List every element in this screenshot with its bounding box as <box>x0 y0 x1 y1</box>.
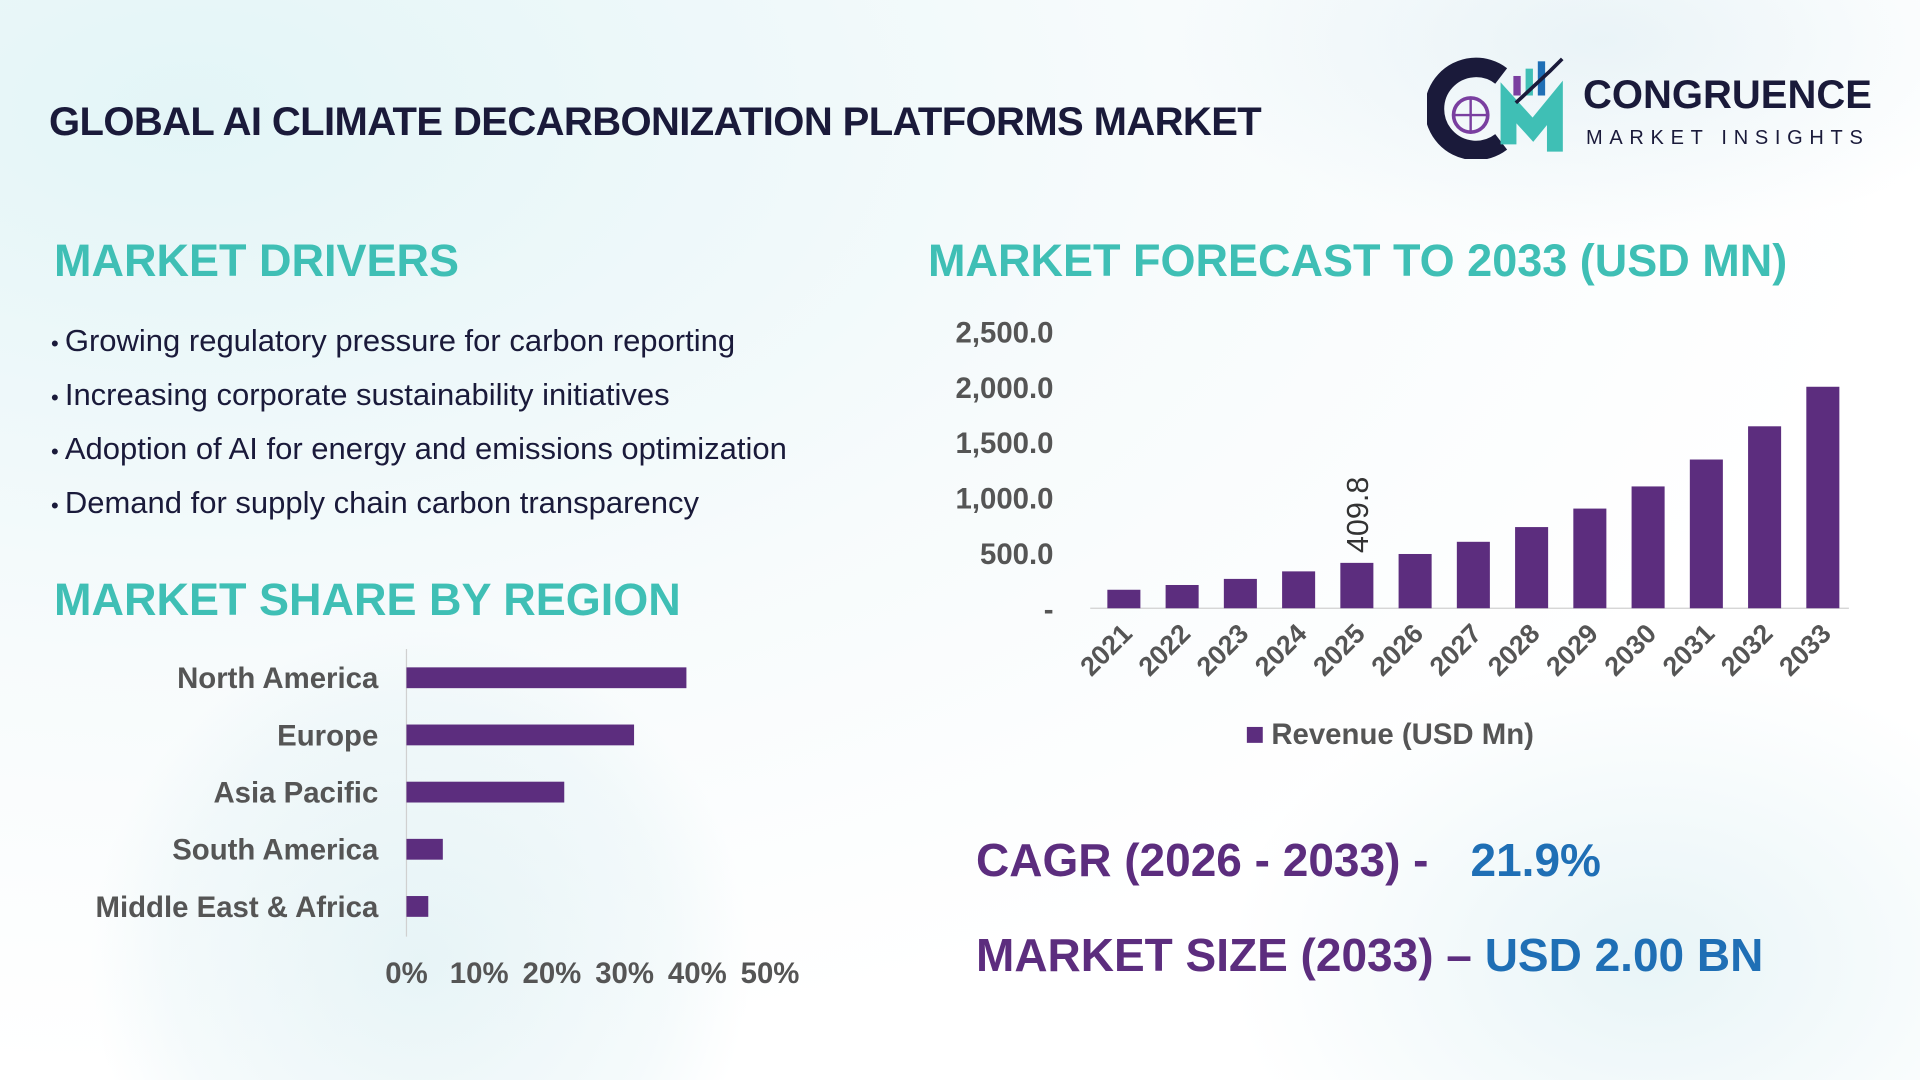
driver-item: Demand for supply chain carbon transpare… <box>51 485 787 539</box>
driver-item: Increasing corporate sustainability init… <box>51 377 787 431</box>
category-label: Asia Pacific <box>213 777 378 810</box>
category-label: North America <box>177 662 379 695</box>
bar <box>1282 571 1316 609</box>
bar <box>1107 589 1141 609</box>
tick-label: 30% <box>595 957 654 990</box>
tick-label: 2,000.0 <box>956 372 1054 405</box>
bar <box>1748 426 1782 609</box>
tick-label: - <box>1044 593 1054 626</box>
category-label: 2030 <box>1599 618 1663 682</box>
bar <box>406 896 429 917</box>
category-label: 2033 <box>1773 618 1837 682</box>
tick-label: 20% <box>523 957 582 990</box>
page-title: GLOBAL AI CLIMATE DECARBONIZATION PLATFO… <box>49 100 1262 144</box>
drivers-heading: MARKET DRIVERS <box>54 235 460 286</box>
bar <box>406 667 687 689</box>
tick-label: 1,000.0 <box>956 483 1054 516</box>
bar <box>406 724 635 746</box>
cagr-stat: CAGR (2026 - 2033) - 21.9% <box>976 833 1601 887</box>
company-logo <box>1427 57 1564 159</box>
category-label: 2023 <box>1191 618 1255 682</box>
bar <box>1398 553 1432 609</box>
category-label: 2022 <box>1133 618 1197 682</box>
brand-subtitle: MARKET INSIGHTS <box>1586 127 1870 149</box>
bar <box>1631 486 1665 609</box>
cagr-label: CAGR (2026 - 2033) - <box>976 834 1429 886</box>
market-size-label: MARKET SIZE (2033) – <box>976 929 1472 981</box>
category-label: 2028 <box>1482 618 1546 682</box>
category-label: 2031 <box>1657 618 1721 682</box>
bar <box>1165 584 1199 609</box>
tick-label: 500.0 <box>980 538 1053 571</box>
market-size-stat: MARKET SIZE (2033) – USD 2.00 BN <box>976 928 1763 982</box>
category-label: 2024 <box>1249 618 1313 682</box>
tick-label: 10% <box>450 957 509 990</box>
bar <box>1515 527 1549 609</box>
bar <box>1806 386 1840 609</box>
data-label: 409.8 <box>1341 477 1375 554</box>
driver-item: Growing regulatory pressure for carbon r… <box>51 323 787 377</box>
bar <box>1689 459 1723 609</box>
market-size-value: USD 2.00 BN <box>1484 929 1764 981</box>
bar <box>1573 508 1607 609</box>
category-label: South America <box>172 834 379 867</box>
bar <box>1223 578 1257 609</box>
category-label: 2027 <box>1424 618 1488 682</box>
category-label: 2032 <box>1715 618 1779 682</box>
category-label: 2026 <box>1366 618 1430 682</box>
tick-label: 1,500.0 <box>956 427 1054 460</box>
category-label: 2025 <box>1307 618 1371 682</box>
tick-label: 50% <box>741 957 800 990</box>
legend-label: Revenue (USD Mn) <box>1271 718 1534 751</box>
tick-label: 40% <box>668 957 727 990</box>
brand-name: CONGRUENCE <box>1583 73 1872 117</box>
bar <box>406 781 565 803</box>
tick-label: 2,500.0 <box>956 316 1054 349</box>
forecast-chart: -500.01,000.01,500.02,000.02,500.0202120… <box>956 316 1849 751</box>
category-label: Middle East & Africa <box>96 891 379 924</box>
bar <box>1456 541 1490 609</box>
region-share-chart: North America Europe Asia Pacific South Ame… <box>96 649 800 990</box>
driver-item: Adoption of AI for energy and emissions … <box>51 431 787 485</box>
category-label: 2029 <box>1540 618 1604 682</box>
bar <box>406 838 443 860</box>
forecast-heading: MARKET FORECAST TO 2033 (USD MN) <box>928 235 1788 286</box>
drivers-list: Growing regulatory pressure for carbon r… <box>51 323 787 539</box>
tick-label: 0% <box>385 957 427 990</box>
region-heading: MARKET SHARE BY REGION <box>54 574 681 625</box>
category-label: Europe <box>277 719 378 752</box>
category-label: 2021 <box>1074 618 1138 682</box>
cagr-value: 21.9% <box>1470 834 1601 886</box>
bar <box>1340 562 1374 609</box>
legend-swatch <box>1246 726 1263 743</box>
